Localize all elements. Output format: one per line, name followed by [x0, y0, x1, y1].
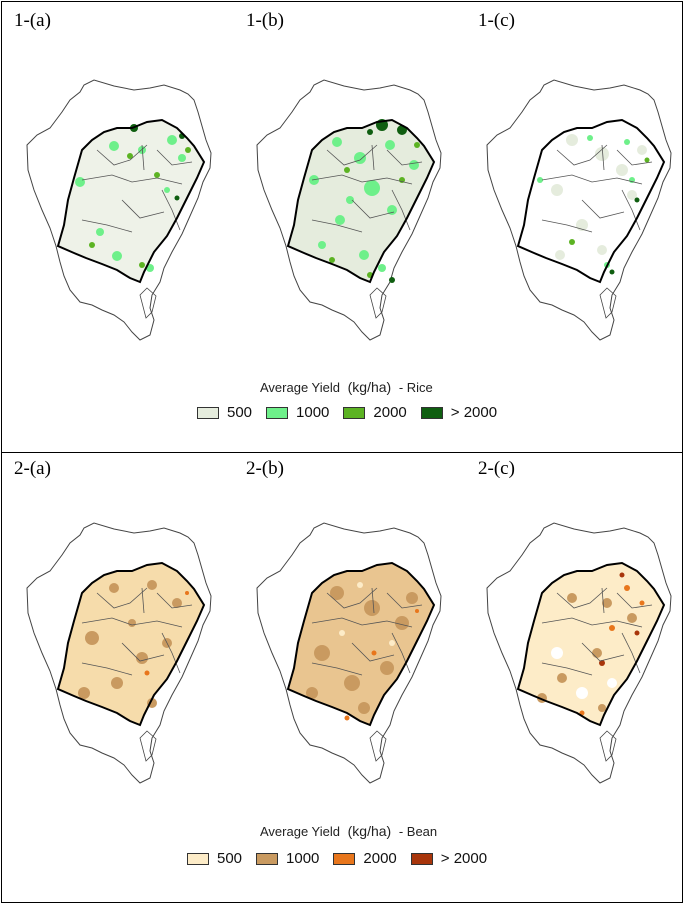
- rice-legend-title-text: Average Yield: [260, 380, 340, 395]
- bean-legend-swatch: [410, 852, 433, 865]
- rice-legend-label: 1000: [296, 404, 330, 421]
- bean-map-b-label: 2-(b): [246, 458, 284, 479]
- rice-legend: 500 1000 2000 > 2000: [197, 404, 511, 421]
- bean-legend-item: 2000: [333, 850, 397, 867]
- rice-legend-item: 1000: [266, 404, 329, 421]
- bean-legend-title: Average Yield (kg/ha) - Bean: [260, 823, 437, 839]
- bean-legend-label: 2000: [363, 850, 397, 867]
- rice-map-c: [486, 79, 672, 341]
- bean-legend-unit: (kg/ha): [347, 823, 392, 839]
- bean-legend: 500 1000 2000 > 2000: [187, 850, 501, 867]
- bean-map-b: [256, 522, 442, 784]
- rice-legend-item: 500: [197, 404, 252, 421]
- bean-legend-item: 500: [187, 850, 242, 867]
- rice-legend-item: 2000: [343, 404, 407, 421]
- rice-legend-label: > 2000: [450, 404, 498, 421]
- rice-panel: 1-(a) 1-(b) 1-(c): [1, 1, 683, 453]
- bean-legend-item: 1000: [256, 850, 319, 867]
- rice-legend-swatch: [266, 406, 289, 419]
- rice-legend-title: Average Yield (kg/ha) - Rice: [260, 379, 433, 395]
- rice-legend-item: > 2000: [420, 404, 498, 421]
- bean-map-c-label: 2-(c): [478, 458, 515, 479]
- rice-legend-label: 2000: [373, 404, 407, 421]
- rice-map-a-label: 1-(a): [14, 10, 51, 31]
- rice-legend-swatch: [197, 406, 219, 419]
- bean-legend-swatch: [256, 852, 279, 865]
- bean-legend-label: 1000: [286, 850, 320, 867]
- bean-legend-suffix: - Bean: [398, 824, 438, 839]
- bean-legend-title-text: Average Yield: [260, 824, 340, 839]
- rice-map-c-label: 1-(c): [478, 10, 515, 31]
- bean-legend-label: 500: [217, 850, 243, 867]
- rice-legend-swatch: [420, 406, 443, 419]
- bean-legend-item: > 2000: [410, 850, 488, 867]
- bean-panel: 2-(a) 2-(b) 2-(c): [1, 452, 683, 903]
- bean-legend-swatch: [187, 852, 209, 865]
- bean-map-c: [486, 522, 672, 784]
- bean-legend-label: > 2000: [440, 850, 488, 867]
- bean-map-a: [26, 522, 212, 784]
- rice-map-b-label: 1-(b): [246, 10, 284, 31]
- rice-map-a: [26, 79, 212, 341]
- rice-legend-unit: (kg/ha): [347, 379, 392, 395]
- rice-legend-suffix: - Rice: [398, 380, 433, 395]
- rice-map-b: [256, 79, 442, 341]
- bean-legend-swatch: [333, 852, 356, 865]
- rice-legend-label: 500: [227, 404, 253, 421]
- rice-legend-swatch: [343, 406, 366, 419]
- bean-map-a-label: 2-(a): [14, 458, 51, 479]
